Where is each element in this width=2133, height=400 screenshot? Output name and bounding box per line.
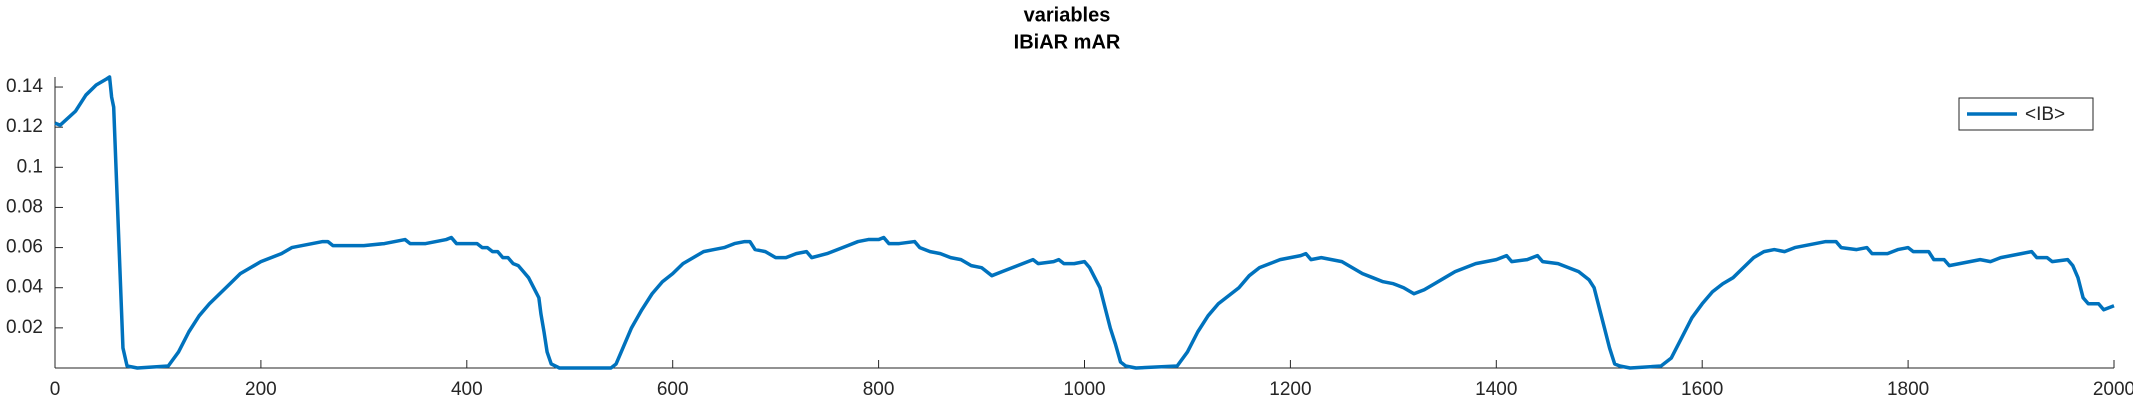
x-tick-label: 0 bbox=[50, 379, 61, 400]
y-tick-label: 0.12 bbox=[6, 116, 43, 137]
x-tick-label: 1000 bbox=[1063, 379, 1105, 400]
y-tick-label: 0.04 bbox=[6, 277, 43, 298]
x-tick-label: 1600 bbox=[1681, 379, 1723, 400]
x-tick-label: 800 bbox=[863, 379, 895, 400]
y-tick-label: 0.1 bbox=[17, 156, 43, 177]
y-tick-label: 0.06 bbox=[6, 237, 43, 258]
data-line bbox=[54, 75, 2115, 370]
legend-label: <IB> bbox=[2025, 104, 2065, 125]
x-tick-label: 1200 bbox=[1269, 379, 1311, 400]
chart-title: variables bbox=[1024, 4, 1111, 26]
x-tick-label: 1800 bbox=[1887, 379, 1929, 400]
y-tick-label: 0.08 bbox=[6, 196, 43, 217]
x-tick-label: 200 bbox=[245, 379, 277, 400]
x-tick-label: 1400 bbox=[1475, 379, 1517, 400]
x-tick-label: 2000 bbox=[2093, 379, 2133, 400]
y-tick-label: 0.02 bbox=[6, 317, 43, 338]
y-tick-label: 0.14 bbox=[6, 76, 43, 97]
chart-subtitle: IBiAR mAR bbox=[1014, 31, 1121, 53]
x-tick-label: 600 bbox=[657, 379, 689, 400]
x-tick-label: 400 bbox=[451, 379, 483, 400]
